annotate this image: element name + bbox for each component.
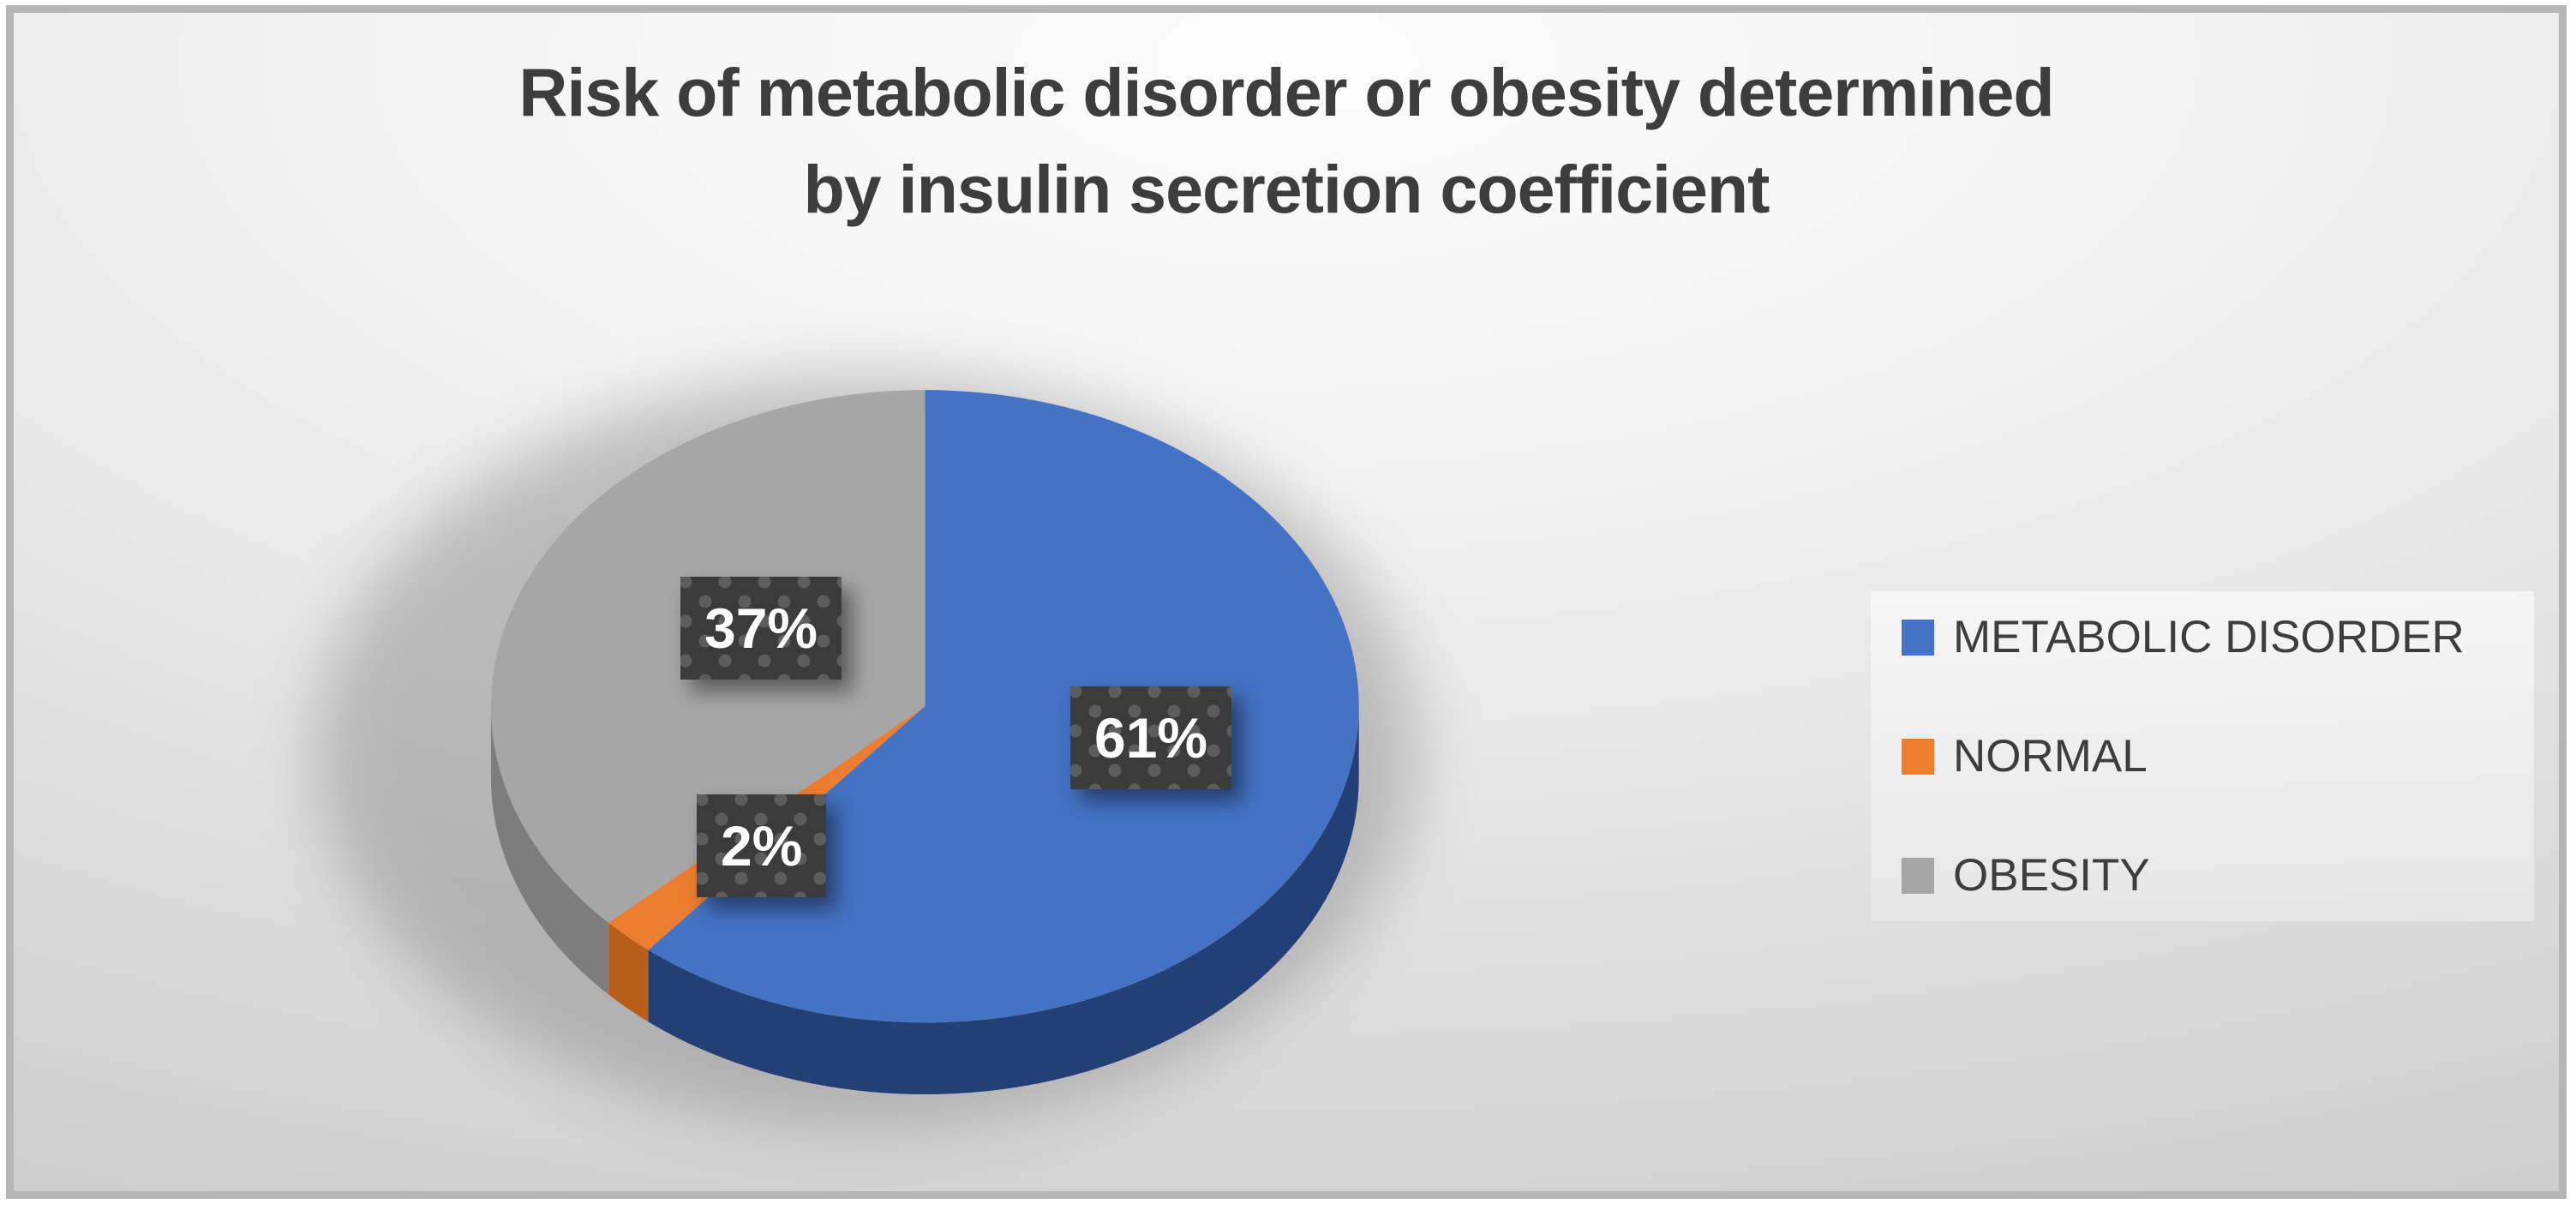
pie-side-walls [490, 706, 1359, 1095]
data-label-metabolic-disorder: 61% [1070, 686, 1231, 789]
legend-swatch-obesity [1902, 857, 1934, 894]
chart-title: Risk of metabolic disorder or obesity de… [14, 44, 2559, 237]
chart-title-line2: by insulin secretion coefficient [803, 151, 1770, 227]
pie-side-normal [608, 922, 649, 1022]
legend-label-metabolic-disorder: METABOLIC DISORDER [1953, 612, 2465, 662]
data-label-normal: 2% [697, 794, 826, 897]
legend: METABOLIC DISORDER NORMAL OBESITY [1871, 591, 2534, 921]
data-label-obesity: 37% [680, 577, 842, 680]
data-label-normal-text: 2% [721, 814, 803, 878]
chart-area: Risk of metabolic disorder or obesity de… [6, 5, 2567, 1199]
legend-item-normal: NORMAL [1902, 734, 2534, 779]
data-label-metabolic-disorder-text: 61% [1094, 706, 1208, 770]
chart-title-line1: Risk of metabolic disorder or obesity de… [518, 54, 2054, 130]
legend-swatch-metabolic-disorder [1902, 619, 1934, 656]
data-label-obesity-text: 37% [704, 596, 818, 660]
legend-item-metabolic-disorder: METABOLIC DISORDER [1902, 614, 2534, 660]
legend-item-obesity: OBESITY [1902, 853, 2534, 898]
legend-label-obesity: OBESITY [1953, 850, 2150, 901]
legend-swatch-normal [1902, 738, 1934, 775]
pie-slice-metabolic-disorder [648, 390, 1359, 1023]
pie-side-metabolic-disorder [648, 706, 1359, 1095]
legend-label-normal: NORMAL [1953, 731, 2148, 782]
pie-side-obesity [490, 706, 609, 995]
